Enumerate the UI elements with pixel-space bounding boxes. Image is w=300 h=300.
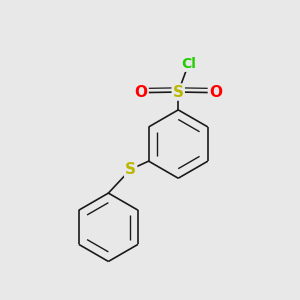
- Text: O: O: [135, 85, 148, 100]
- Text: S: S: [173, 85, 184, 100]
- Text: Cl: Cl: [181, 57, 196, 71]
- Text: S: S: [125, 162, 136, 177]
- Text: O: O: [209, 85, 222, 100]
